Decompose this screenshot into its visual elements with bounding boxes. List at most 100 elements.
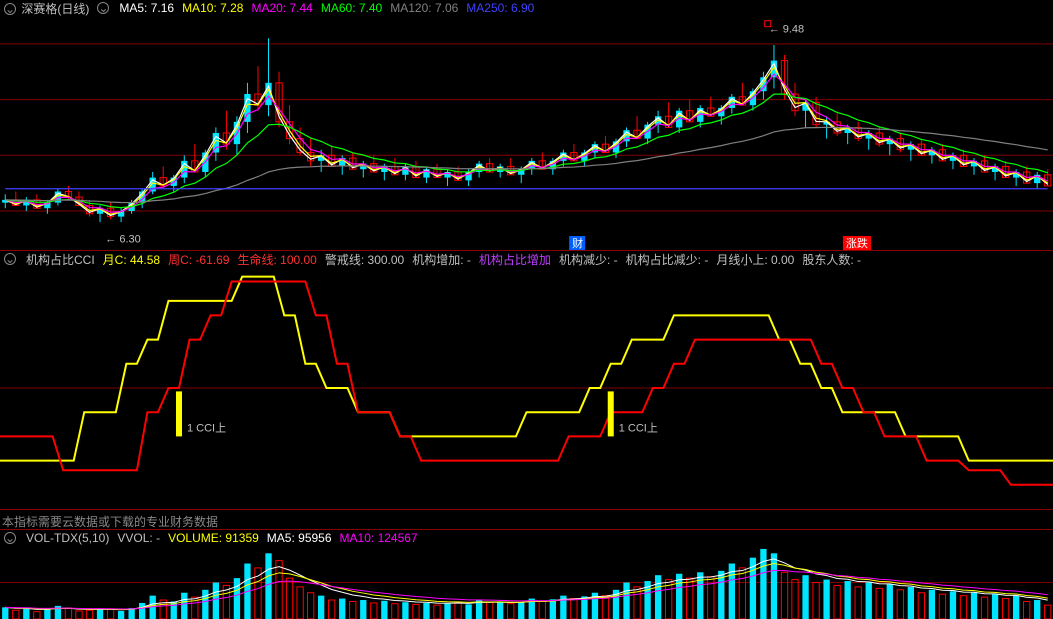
ma-label: MA5: 7.16 <box>119 1 174 15</box>
volume-bar <box>423 603 429 619</box>
volume-bar <box>360 600 366 619</box>
volume-bar <box>887 584 893 619</box>
volume-bar <box>392 604 398 619</box>
volume-bar <box>1034 600 1040 619</box>
volume-bar <box>571 599 577 619</box>
volume-chart[interactable] <box>0 546 1053 619</box>
expand-icon[interactable]: ⌄ <box>4 253 16 265</box>
volume-bar <box>118 611 124 619</box>
cci-title: 机构占比CCI <box>26 251 95 267</box>
volume-bar <box>971 593 977 619</box>
volume-bar <box>65 608 71 619</box>
volume-bar <box>350 601 356 619</box>
cci-panel[interactable]: ⌄ 机构占比CCI 月C: 44.58 周C: -61.69 生命线: 100.00 警戒… <box>0 251 1053 509</box>
volume-title: VOL-TDX(5,10) <box>26 531 109 545</box>
volume-panel[interactable]: ⌄VOL-TDX(5,10)VVOL: -VOLUME: 91359MA5: 9… <box>0 530 1053 619</box>
volume-item: VOLUME: 91359 <box>168 531 259 545</box>
price-header: ⌄ 深赛格(日线)⌄MA5: 7.16MA10: 7.28MA20: 7.44M… <box>0 0 1053 16</box>
volume-bar <box>960 596 966 619</box>
volume-bar <box>760 549 766 619</box>
cci-item: 月C: 44.58 <box>103 251 160 267</box>
volume-bar <box>497 601 503 619</box>
stock-title: ⌄ 深赛格(日线) <box>4 0 89 16</box>
volume-bar <box>329 600 335 619</box>
volume-bar <box>855 587 861 619</box>
cci-annotation: 1 CCI上 <box>187 421 226 434</box>
volume-bar <box>687 578 693 619</box>
volume-bar <box>265 553 271 619</box>
cci-red-line <box>0 282 1053 485</box>
cci-bar <box>176 391 182 436</box>
svg-text:财: 财 <box>572 236 583 250</box>
cci-item: 机构占比增加 <box>479 251 551 267</box>
cci-header: ⌄ 机构占比CCI 月C: 44.58 周C: -61.69 生命线: 100.00 警戒… <box>0 251 1053 267</box>
cci-chart[interactable]: 1 CCI上 1 CCI上 <box>0 267 1053 509</box>
cci-item: 生命线: 100.00 <box>237 251 316 267</box>
volume-bar <box>465 604 471 619</box>
ma-label: MA10: 7.28 <box>182 1 243 15</box>
volume-bar <box>950 591 956 619</box>
volume-bar <box>897 590 903 619</box>
data-notice: 本指标需要云数据或下载的专业财务数据 <box>2 513 218 530</box>
volume-item: MA5: 95956 <box>267 531 332 545</box>
ma-line <box>5 94 1047 208</box>
volume-bar <box>23 609 29 619</box>
volume-bar <box>97 609 103 619</box>
volume-bar <box>2 607 8 619</box>
volume-bar <box>297 587 303 619</box>
volume-bar <box>739 568 745 619</box>
volume-bar <box>939 594 945 619</box>
volume-bar <box>655 575 661 619</box>
volume-bar <box>602 596 608 619</box>
price-chart-panel[interactable]: ⌄ 深赛格(日线)⌄MA5: 7.16MA10: 7.28MA20: 7.44M… <box>0 0 1053 250</box>
volume-bar <box>518 602 524 619</box>
cci-annotation: 1 CCI上 <box>619 421 658 434</box>
volume-bar <box>539 601 545 619</box>
cci-item: 机构减少: - <box>559 251 618 267</box>
cci-item: 股东人数: - <box>802 251 861 267</box>
cci-item: 机构占比减少: - <box>626 251 709 267</box>
expand-icon[interactable]: ⌄ <box>4 532 16 544</box>
volume-bar <box>44 610 50 619</box>
volume-bar <box>876 588 882 619</box>
cci-yellow-line <box>0 277 1053 461</box>
volume-bar <box>1045 605 1051 619</box>
volume-bar <box>866 583 872 619</box>
volume-bar <box>444 604 450 619</box>
volume-bar <box>802 575 808 619</box>
volume-bar <box>381 601 387 619</box>
volume-bar <box>181 593 187 619</box>
ma-label: MA250: 6.90 <box>466 1 534 15</box>
volume-bar <box>402 602 408 619</box>
volume-bar <box>234 578 240 619</box>
volume-bar <box>371 603 377 619</box>
volume-bar <box>286 578 292 619</box>
volume-bar <box>697 572 703 619</box>
expand-icon[interactable]: ⌄ <box>4 3 16 15</box>
volume-bar <box>318 596 324 619</box>
volume-bar <box>13 610 19 619</box>
volume-bar <box>339 599 345 619</box>
cci-item: 警戒线: 300.00 <box>325 251 404 267</box>
volume-bar <box>307 593 313 619</box>
volume-bar <box>434 605 440 619</box>
ma-label: MA20: 7.44 <box>251 1 312 15</box>
volume-bar <box>981 597 987 619</box>
volume-bar <box>813 583 819 619</box>
volume-bar <box>139 603 145 619</box>
volume-bar <box>76 611 82 619</box>
expand-icon[interactable]: ⌄ <box>97 2 109 14</box>
volume-bar <box>845 581 851 619</box>
cci-item: 周C: -61.69 <box>168 251 229 267</box>
volume-bar <box>623 583 629 619</box>
volume-bar <box>823 580 829 619</box>
volume-header: ⌄VOL-TDX(5,10)VVOL: -VOLUME: 91359MA5: 9… <box>0 530 1053 546</box>
volume-bar <box>202 590 208 619</box>
volume-bar <box>455 602 461 619</box>
candlestick-chart[interactable]: ← 9.48← 6.30财涨跌 <box>0 16 1053 250</box>
volume-bar <box>929 590 935 619</box>
volume-bar <box>1024 601 1030 619</box>
cci-bar <box>608 391 614 436</box>
volume-bar <box>1002 599 1008 619</box>
volume-bar <box>508 604 514 619</box>
